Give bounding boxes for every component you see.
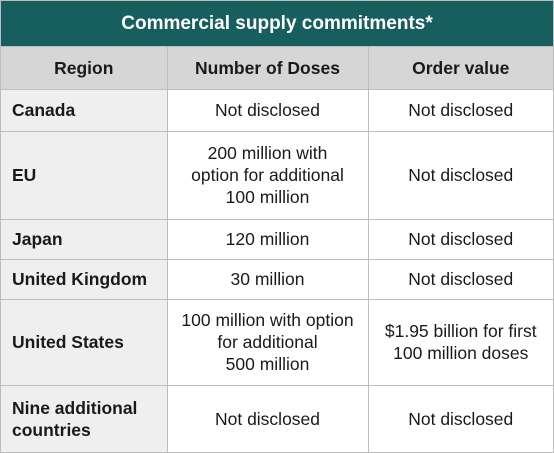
- column-header-doses: Number of Doses: [166, 47, 369, 90]
- region-cell: Japan: [1, 218, 168, 260]
- region-label: Japan: [12, 229, 63, 249]
- doses-cell: Not disclosed: [166, 384, 369, 453]
- table-title: Commercial supply commitments*: [1, 1, 553, 47]
- region-cell: United Kingdom: [1, 258, 168, 300]
- region-cell: EU: [1, 130, 168, 220]
- column-header-order-value: Order value: [367, 47, 553, 90]
- region-cell: Canada: [1, 88, 168, 132]
- region-cell: United States: [1, 298, 168, 386]
- doses-value: 200 million with option for additional 1…: [191, 143, 344, 207]
- region-cell: Nine additional countries: [1, 384, 168, 453]
- header-row: Region Number of Doses Order value: [1, 47, 553, 90]
- doses-cell: Not disclosed: [166, 88, 369, 132]
- region-label: United States: [12, 332, 124, 352]
- doses-value: 100 million with option for additional 5…: [181, 310, 354, 374]
- order-value: Not disclosed: [408, 408, 514, 429]
- order-value: Not disclosed: [408, 269, 514, 289]
- table-row: EU 200 million with option for additiona…: [1, 130, 553, 220]
- table-row: Canada Not disclosed Not disclosed: [1, 88, 553, 132]
- region-label: United Kingdom: [12, 269, 148, 289]
- table-row: United Kingdom 30 million Not disclosed: [1, 258, 553, 300]
- order-value-cell: Not disclosed: [367, 88, 553, 132]
- supply-commitments-table: Region Number of Doses Order value Canad…: [1, 47, 553, 453]
- order-value: Not disclosed: [408, 229, 514, 249]
- order-value: Not disclosed: [408, 165, 514, 185]
- doses-cell: 100 million with option for additional 5…: [166, 298, 369, 386]
- order-value-cell: $1.95 billion for first 100 million dose…: [367, 298, 553, 386]
- order-value-cell: Not disclosed: [367, 218, 553, 260]
- doses-cell: 120 million: [166, 218, 369, 260]
- region-label: EU: [12, 165, 37, 185]
- table-row: Japan 120 million Not disclosed: [1, 218, 553, 260]
- order-value: Not disclosed: [408, 100, 514, 120]
- doses-value: Not disclosed: [214, 408, 321, 429]
- doses-cell: 200 million with option for additional 1…: [166, 130, 369, 220]
- column-header-region: Region: [1, 47, 168, 90]
- doses-value: 30 million: [230, 269, 305, 289]
- table-row: Nine additional countries Not disclosed …: [1, 384, 553, 453]
- doses-value: 120 million: [225, 229, 310, 249]
- order-value-cell: Not disclosed: [367, 130, 553, 220]
- order-value: $1.95 billion for first 100 million dose…: [384, 321, 537, 363]
- region-label: Canada: [12, 100, 76, 120]
- region-label: Nine additional countries: [12, 397, 138, 440]
- order-value-cell: Not disclosed: [367, 384, 553, 453]
- table-row: United States 100 million with option fo…: [1, 298, 553, 386]
- order-value-cell: Not disclosed: [367, 258, 553, 300]
- doses-cell: 30 million: [166, 258, 369, 300]
- doses-value: Not disclosed: [214, 100, 321, 120]
